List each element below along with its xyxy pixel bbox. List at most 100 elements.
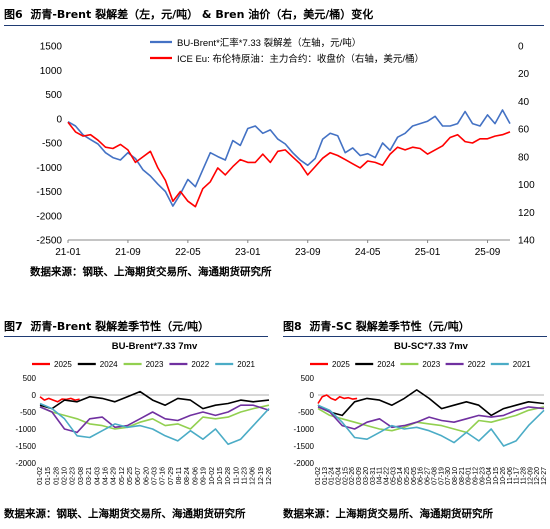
figure-6-number: 图6 <box>4 8 23 21</box>
x-tick-label: 06-05 <box>411 467 418 485</box>
series-line-crack-spread <box>67 109 511 207</box>
x-tick-label: 10-15 <box>217 467 224 485</box>
y-right-tick-label: 120 <box>518 208 535 219</box>
x-tick-label: 06-27 <box>425 467 432 485</box>
x-tick-label: 08-24 <box>184 467 191 485</box>
legend-label-2023: 2023 <box>146 360 164 369</box>
legend-label-2024: 2024 <box>100 360 118 369</box>
x-tick-label: 03-20 <box>363 467 370 485</box>
x-tick-label: 25-01 <box>415 247 441 258</box>
x-tick-label: 01-28 <box>53 467 60 485</box>
x-tick-label: 01-02 <box>37 467 44 485</box>
x-tick-label: 01-24 <box>329 467 336 485</box>
x-tick-label: 03-09 <box>356 467 363 485</box>
x-tick-label: 09-19 <box>201 467 208 485</box>
legend-label-crack-spread: BU-Brent*汇率*7.33 裂解差（左轴，元/吨） <box>177 37 361 49</box>
y-tick-label: -2000 <box>294 459 315 468</box>
x-tick-label: 04-29 <box>111 467 118 485</box>
y-tick-label: 500 <box>301 374 315 383</box>
figure-7-title: 图7 沥青-Brent 裂解差季节性（元/吨） <box>4 318 209 334</box>
x-tick-label: 02-26 <box>349 467 356 485</box>
x-tick-label: 24-05 <box>355 247 381 258</box>
x-tick-label: 11-28 <box>521 467 528 484</box>
y-right-tick-label: 80 <box>518 152 530 163</box>
x-tick-label: 11-17 <box>514 467 521 484</box>
chart-title: BU-SC*7.33 7mv <box>394 341 469 352</box>
legend-label-2023: 2023 <box>422 360 440 369</box>
x-tick-label: 07-03 <box>152 467 159 485</box>
y-right-tick-label: 140 <box>518 236 535 247</box>
figure-7-title-rule <box>4 336 268 337</box>
y-right-tick-label: 20 <box>518 69 530 80</box>
figure-7-source: 数据来源：钢联、上海期货交易所、海通期货研究所 <box>4 508 246 520</box>
y-left-tick-label: 1500 <box>40 42 63 53</box>
x-tick-label: 12-20 <box>534 467 541 485</box>
figure-8-svg: BU-SC*7.33 7mv 2025 2024 2023 2022 2021 500 0 -5… <box>294 341 548 485</box>
series-line-2023 <box>39 404 270 430</box>
legend-label-2021: 2021 <box>237 360 255 369</box>
x-tick-label: 05-25 <box>404 467 411 485</box>
x-tick-label: 02-04 <box>336 467 343 485</box>
y-tick-label: 0 <box>32 391 37 400</box>
figure-8-title-rule <box>283 336 547 337</box>
y-tick-label: -500 <box>20 408 37 417</box>
x-tick-label: 12-27 <box>541 467 548 485</box>
series-line-2025 <box>317 394 358 404</box>
figure-6-title: 图6 沥青-Brent 裂解差（左，元/吨） & Bren 油价（右，美元/桶）… <box>4 6 373 22</box>
x-tick-label: 07-29 <box>168 467 175 485</box>
y-tick-label: 0 <box>310 391 315 400</box>
x-tick-label: 02-10 <box>62 467 69 485</box>
legend-label-2025: 2025 <box>54 360 72 369</box>
y-left-tick-label: -2000 <box>36 211 62 222</box>
x-tick-label: 06-20 <box>143 467 150 485</box>
x-tick-label: 12-19 <box>258 467 265 485</box>
x-tick-label: 04-03 <box>94 467 101 485</box>
x-tick-label: 05-14 <box>397 467 404 485</box>
legend-label-2022: 2022 <box>468 360 486 369</box>
y-left-tick-label: 1000 <box>40 66 63 77</box>
x-tick-label: 01-13 <box>322 467 329 485</box>
legend-label-2022: 2022 <box>191 360 209 369</box>
x-tick-label: 02-23 <box>70 467 77 485</box>
x-tick-label: 05-03 <box>390 467 397 485</box>
figure-6-svg: 1500 1000 500 0 -500 -1000 -1500 -2000 -2500 0 20 4… <box>36 37 535 258</box>
x-tick-label: 12-26 <box>266 467 273 485</box>
y-left-tick-label: 0 <box>56 114 62 125</box>
series-line-2021 <box>39 402 270 446</box>
series-line-2022 <box>39 404 270 434</box>
x-tick-label: 06-07 <box>135 467 142 485</box>
x-tick-label: 06-16 <box>418 467 425 485</box>
figure-8-source: 数据来源：上海期货交易所、海通期货研究所 <box>283 508 493 520</box>
x-tick-label: 03-31 <box>370 467 377 485</box>
x-tick-label: 10-04 <box>486 467 493 485</box>
series-line-2025 <box>39 396 80 403</box>
x-tick-label: 02-15 <box>342 467 349 485</box>
x-tick-label: 21-09 <box>115 247 141 258</box>
x-tick-label: 22-05 <box>175 247 201 258</box>
figure-6-chart: 1500 1000 500 0 -500 -1000 -1500 -2000 -2500 0 20 4… <box>0 28 550 260</box>
y-right-tick-label: 40 <box>518 97 530 108</box>
x-tick-label: 11-06 <box>507 467 514 484</box>
x-tick-label: 12-06 <box>250 467 257 485</box>
x-tick-label: 09-23 <box>479 467 486 485</box>
chart-title: BU-Brent*7.33 7mv <box>112 341 198 352</box>
x-tick-label: 23-01 <box>235 247 261 258</box>
x-tick-label: 12-09 <box>527 467 534 485</box>
x-tick-label: 08-11 <box>176 467 183 484</box>
y-left-tick-label: -1000 <box>36 163 62 174</box>
y-tick-label: -2000 <box>16 459 37 468</box>
x-tick-label: 05-12 <box>119 467 126 485</box>
x-tick-label: 04-16 <box>102 467 109 485</box>
x-tick-label: 25-09 <box>475 247 501 258</box>
figure-6-source: 数据来源：钢联、上海期货交易所、海通期货研究所 <box>30 266 272 278</box>
legend-label-2024: 2024 <box>377 360 395 369</box>
series-line-2023 <box>317 406 545 434</box>
y-right-tick-label: 100 <box>518 180 535 191</box>
y-right-tick-label: 60 <box>518 125 530 136</box>
x-tick-label: 10-28 <box>225 467 232 485</box>
y-tick-label: -1500 <box>16 442 37 451</box>
figure-7-title-text: 沥青-Brent 裂解差季节性（元/吨） <box>30 320 210 333</box>
x-tick-label: 07-30 <box>445 467 452 485</box>
x-tick-label: 07-19 <box>438 467 445 485</box>
series-line-2024 <box>317 389 545 417</box>
